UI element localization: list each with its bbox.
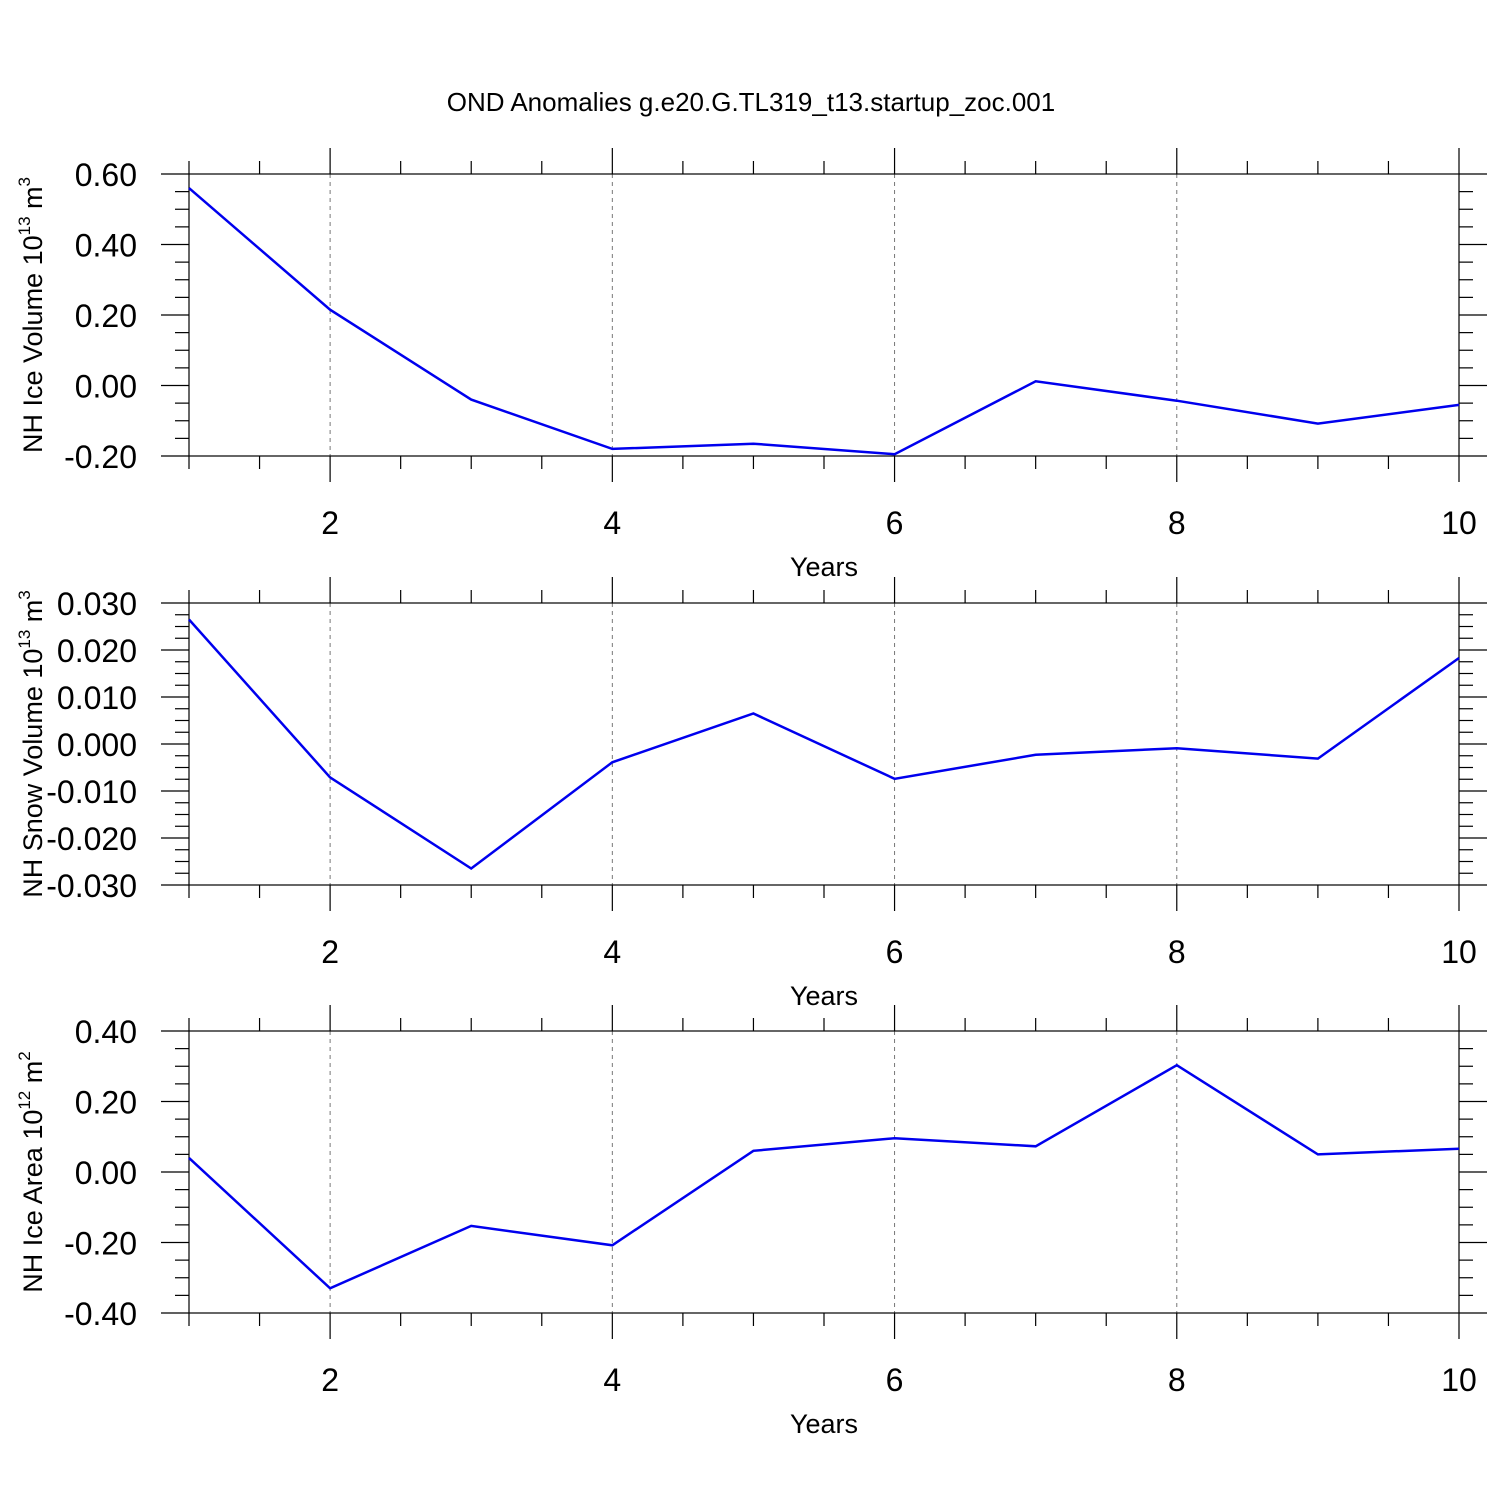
- y-tick-label: 0.40: [75, 228, 137, 264]
- y-tick-label: 0.020: [57, 633, 137, 669]
- plot-frame: [188, 173, 1460, 457]
- x-tick-label: 8: [1168, 505, 1186, 541]
- y-axis-label: NH Ice Volume 1013 m3: [15, 177, 48, 453]
- x-tick-label: 4: [603, 934, 621, 970]
- y-tick-label: 0.00: [75, 369, 137, 405]
- y-axis-label: NH Ice Area 1012 m2: [15, 1051, 48, 1292]
- panel-2: -0.030 -0.020 -0.010 0.000 0.010 0.020 0.030 2 4…: [15, 577, 1487, 1011]
- y-tick-label: -0.40: [64, 1296, 137, 1332]
- panel-3: -0.40 -0.20 0.00 0.20 0.40 2 4 6 8 10 Years NH Ice …: [15, 1005, 1487, 1439]
- y-tick-label: 0.00: [75, 1155, 137, 1191]
- y-tick-label: -0.20: [64, 1226, 137, 1262]
- y-tick-label: -0.020: [46, 821, 137, 857]
- x-tick-label: 2: [321, 505, 339, 541]
- y-tick-label: -0.20: [64, 439, 137, 475]
- x-tick-label: 4: [603, 505, 621, 541]
- y-tick-label: -0.030: [46, 868, 137, 904]
- x-tick-label: 4: [603, 1362, 621, 1398]
- y-axis-label: NH Snow Volume 1013 m3: [15, 590, 48, 898]
- x-tick-label: 6: [886, 505, 904, 541]
- y-tick-label: 0.010: [57, 680, 137, 716]
- x-tick-label: 2: [321, 1362, 339, 1398]
- series-line: [188, 187, 1460, 456]
- x-tick-label: 10: [1441, 505, 1477, 541]
- x-tick-label: 6: [886, 1362, 904, 1398]
- panel-1: -0.20 0.00 0.20 0.40 0.60 2 4 6 8 10 Years NH Ice V…: [15, 148, 1487, 582]
- y-tick-label: 0.60: [75, 157, 137, 193]
- series-line: [188, 618, 1460, 871]
- x-axis-label: Years: [790, 552, 858, 582]
- y-tick-label: 0.000: [57, 727, 137, 763]
- y-tick-label: 0.030: [57, 586, 137, 622]
- x-axis-label: Years: [790, 1409, 858, 1439]
- plot-frame: [188, 1030, 1460, 1314]
- x-tick-label: 6: [886, 934, 904, 970]
- x-tick-label: 8: [1168, 1362, 1186, 1398]
- x-tick-label: 10: [1441, 1362, 1477, 1398]
- x-tick-label: 8: [1168, 934, 1186, 970]
- x-tick-label: 2: [321, 934, 339, 970]
- x-tick-label: 10: [1441, 934, 1477, 970]
- y-tick-label: 0.20: [75, 298, 137, 334]
- y-tick-label: -0.010: [46, 774, 137, 810]
- x-axis-label: Years: [790, 981, 858, 1011]
- plot-frame: [188, 602, 1460, 886]
- y-tick-label: 0.20: [75, 1085, 137, 1121]
- series-line: [188, 1063, 1460, 1290]
- figure-title: OND Anomalies g.e20.G.TL319_t13.startup_…: [447, 87, 1055, 117]
- y-tick-label: 0.40: [75, 1014, 137, 1050]
